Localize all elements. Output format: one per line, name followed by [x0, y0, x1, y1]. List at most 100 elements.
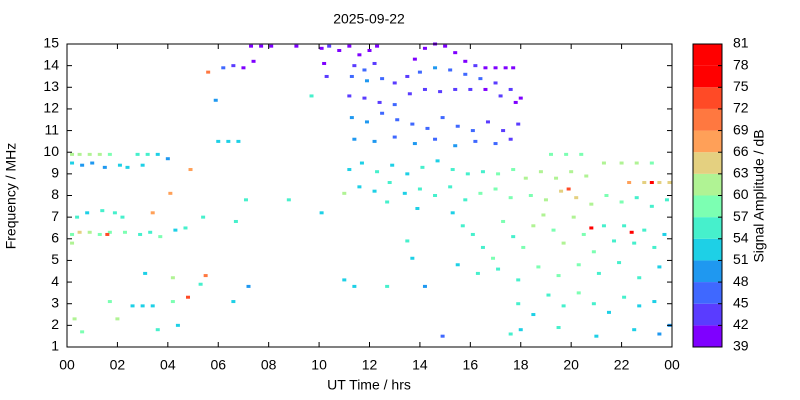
signal-point [478, 191, 483, 195]
signal-point [213, 98, 218, 102]
colorbar-tick-label: 60 [733, 186, 749, 202]
signal-point [438, 90, 443, 94]
signal-point [538, 170, 543, 174]
signal-point [501, 129, 506, 133]
signal-point [460, 224, 465, 228]
y-tick-label: 14 [43, 56, 59, 72]
signal-point [433, 66, 438, 70]
x-tick-label: 06 [210, 357, 226, 373]
signal-point [70, 232, 75, 236]
signal-point [216, 139, 221, 143]
signal-point [120, 215, 125, 219]
signal-point [259, 44, 264, 48]
signal-point [377, 100, 382, 104]
signal-point [198, 282, 203, 286]
signal-point [347, 44, 352, 48]
signal-point [649, 181, 654, 185]
signal-point [322, 61, 327, 65]
signal-point [90, 161, 95, 165]
y-tick-label: 11 [44, 121, 59, 137]
signal-point [473, 64, 478, 68]
signal-point [516, 122, 521, 126]
signal-point [596, 271, 601, 275]
signal-point [347, 168, 352, 172]
signal-point [395, 118, 400, 122]
colorbar-tick-label: 75 [733, 78, 749, 94]
y-tick-label: 2 [51, 316, 59, 332]
signal-point [380, 77, 385, 81]
x-tick-label: 10 [311, 357, 327, 373]
signal-point [422, 284, 427, 288]
y-tick-label: 4 [51, 273, 59, 289]
signal-point [662, 232, 667, 236]
signal-point [105, 232, 110, 236]
signal-point [478, 77, 483, 81]
signal-point [140, 304, 145, 308]
signal-point [357, 185, 362, 189]
signal-point [349, 116, 354, 120]
signal-point [327, 44, 332, 48]
signal-point [158, 235, 163, 239]
signal-point [493, 81, 498, 85]
signal-point [231, 300, 236, 304]
signal-point [241, 66, 246, 70]
signal-point [591, 250, 596, 254]
signal-point [566, 187, 571, 191]
signal-point [564, 152, 569, 156]
signal-point [402, 191, 407, 195]
colorbar-tick-label: 39 [733, 338, 749, 354]
signal-point [453, 144, 458, 148]
signal-point [448, 68, 453, 72]
signal-point [168, 191, 173, 195]
chart-title: 2025-09-22 [333, 11, 405, 27]
signal-point [140, 163, 145, 167]
signal-point [364, 120, 369, 124]
signal-point [425, 126, 430, 130]
signal-point [617, 261, 622, 265]
signal-point [536, 265, 541, 269]
colorbar-tick-label: 63 [733, 165, 749, 181]
signal-point [531, 224, 536, 228]
signal-point [359, 161, 364, 165]
signal-point [511, 168, 516, 172]
signal-point [246, 284, 251, 288]
signal-point [155, 152, 160, 156]
signal-point [125, 165, 130, 169]
signal-point [443, 44, 448, 48]
signal-point [203, 274, 208, 278]
signal-point [417, 187, 422, 191]
colorbar-swatch [693, 130, 722, 153]
signal-point [201, 215, 206, 219]
signal-point [70, 241, 75, 245]
signal-point [405, 239, 410, 243]
signal-point [508, 137, 513, 141]
y-tick-label: 5 [51, 251, 59, 267]
signal-point [634, 161, 639, 165]
colorbar-tick-label: 57 [733, 208, 749, 224]
signal-point [516, 278, 521, 282]
signal-point [571, 215, 576, 219]
signal-point [642, 228, 647, 232]
signal-point [422, 87, 427, 91]
signal-point [372, 189, 377, 193]
signal-point [453, 87, 458, 91]
signal-point [549, 152, 553, 156]
colorbar-swatch [693, 282, 722, 304]
signal-point [619, 161, 624, 165]
signal-point [385, 284, 390, 288]
x-tick-label: 08 [261, 357, 277, 373]
signal-point [155, 328, 160, 332]
signal-point [236, 139, 241, 143]
signal-point [440, 334, 445, 338]
signal-point [231, 64, 236, 68]
signal-point [226, 139, 231, 143]
colorbar-label: Signal Amplitude / dB [751, 129, 767, 262]
signal-point [170, 276, 175, 280]
signal-point [493, 142, 498, 146]
x-tick-label: 04 [160, 357, 176, 373]
signal-point [150, 304, 155, 308]
x-tick-label: 02 [110, 357, 126, 373]
signal-point [410, 256, 415, 260]
signal-point [407, 92, 412, 96]
